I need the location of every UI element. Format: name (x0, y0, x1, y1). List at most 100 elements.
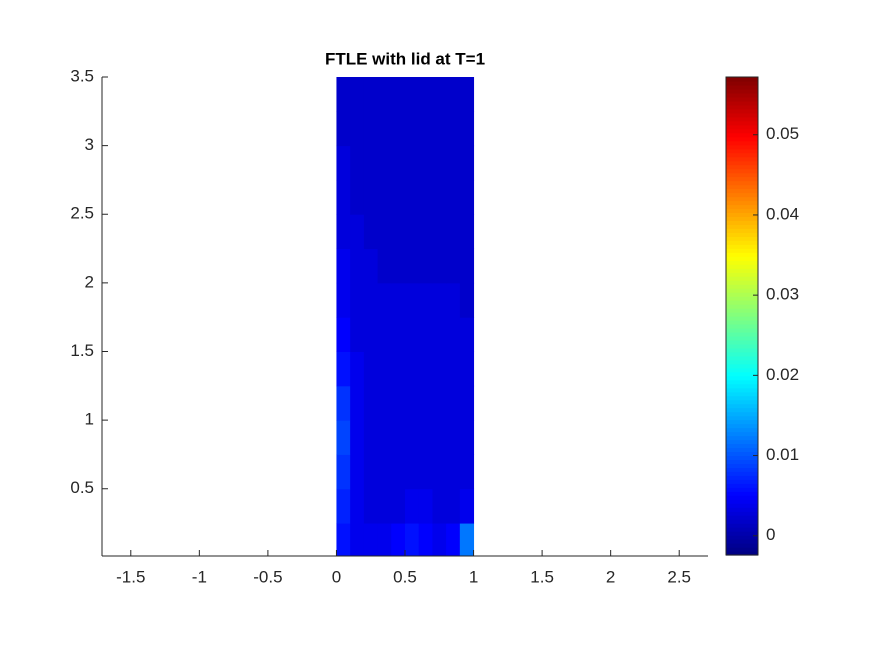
y-tick-label: 0.5 (70, 478, 94, 497)
colorbar-swatch (726, 511, 758, 516)
heat-cell (336, 317, 351, 352)
heat-cell (363, 317, 379, 352)
colorbar-swatch (726, 507, 758, 512)
colorbar-swatch (726, 471, 758, 476)
colorbar-swatch (726, 415, 758, 421)
heat-cell (377, 420, 392, 455)
y-tick-label: 3 (85, 135, 94, 154)
heat-cell (418, 214, 433, 250)
heat-cell (363, 385, 379, 421)
colorbar-swatch (726, 112, 758, 118)
colorbar-swatch (726, 180, 758, 186)
colorbar-tick-label: 0.03 (766, 285, 799, 304)
heat-cell (377, 488, 392, 524)
colorbar-swatch (726, 439, 758, 445)
colorbar-swatch (726, 156, 758, 162)
y-tick-label: 1.5 (70, 341, 94, 360)
colorbar-swatch (726, 391, 758, 397)
colorbar-swatch (726, 288, 758, 293)
heat-cell (459, 454, 475, 490)
heat-cell (363, 488, 379, 524)
heat-cell (446, 77, 461, 112)
x-tick-label: 2 (606, 567, 615, 586)
colorbar-swatch (726, 319, 758, 325)
y-tick-label: 2.5 (70, 204, 94, 223)
colorbar-swatch (726, 228, 758, 233)
colorbar-swatch (726, 292, 758, 297)
colorbar-swatch (726, 136, 758, 142)
colorbar-swatch (726, 339, 758, 345)
colorbar-swatch (726, 459, 758, 464)
heat-cell (418, 282, 433, 318)
heat-cell (350, 454, 365, 490)
heat-cell (405, 317, 420, 352)
heat-cell (391, 420, 406, 455)
heat-cell (377, 351, 392, 387)
heat-cell (405, 385, 420, 421)
heat-cell (391, 248, 406, 284)
colorbar-swatch (726, 92, 758, 98)
colorbar-swatch (726, 164, 758, 170)
colorbar-swatch (726, 220, 758, 225)
colorbar-swatch (726, 264, 758, 269)
x-tick-label: -0.5 (253, 567, 282, 586)
heat-cell (350, 179, 365, 215)
colorbar-swatch (726, 519, 758, 524)
colorbar-swatch (726, 296, 758, 301)
colorbar-swatch (726, 260, 758, 265)
colorbar-swatch (726, 451, 758, 457)
heat-cell (432, 523, 447, 557)
colorbar-swatch (726, 148, 758, 154)
heat-cell (350, 214, 365, 250)
heat-cell (418, 351, 433, 387)
colorbar-swatch (726, 539, 758, 544)
colorbar-tick-label: 0 (766, 525, 775, 544)
x-tick-label: 1.5 (530, 567, 554, 586)
heat-cell (350, 145, 365, 181)
heat-cell (418, 179, 433, 215)
heat-cell (391, 77, 406, 112)
colorbar-swatch (726, 224, 758, 229)
colorbar-swatch (726, 347, 758, 353)
heat-cell (363, 248, 379, 284)
heat-cell (363, 351, 379, 387)
heat-cell (350, 282, 365, 318)
colorbar-swatch (726, 515, 758, 520)
heat-cell (350, 111, 365, 147)
heat-cell (405, 111, 420, 147)
heat-cell (418, 385, 433, 421)
heat-cell (363, 145, 379, 181)
heat-cell (418, 488, 433, 524)
colorbar-swatch (726, 495, 758, 500)
colorbar-swatch (726, 212, 758, 218)
colorbar-swatch (726, 248, 758, 253)
heat-cell (391, 523, 406, 557)
colorbar-swatch (726, 379, 758, 385)
heat-cell (336, 77, 351, 112)
heat-cell (336, 488, 351, 524)
heat-cell (446, 488, 461, 524)
colorbar-swatch (726, 387, 758, 393)
heat-cell (363, 282, 379, 318)
heat-cell (391, 145, 406, 181)
colorbar-swatch (726, 375, 758, 381)
heat-cell (336, 111, 351, 147)
colorbar-swatch (726, 104, 758, 110)
heat-cell (405, 523, 420, 557)
colorbar-swatch (726, 547, 758, 552)
heat-cell (446, 523, 461, 557)
colorbar-swatch (726, 479, 758, 484)
colorbar-swatch (726, 204, 758, 210)
heat-cell (432, 385, 447, 421)
heat-cell (446, 111, 461, 147)
colorbar-swatch (726, 216, 758, 221)
colorbar-swatch (726, 543, 758, 548)
heat-cell (418, 77, 433, 112)
heat-cell (377, 282, 392, 318)
colorbar-swatch (726, 284, 758, 289)
heat-cell (363, 179, 379, 215)
heat-cell (432, 282, 447, 318)
heat-cell (350, 420, 365, 455)
colorbar-swatch (726, 100, 758, 106)
heat-cell (350, 248, 365, 284)
